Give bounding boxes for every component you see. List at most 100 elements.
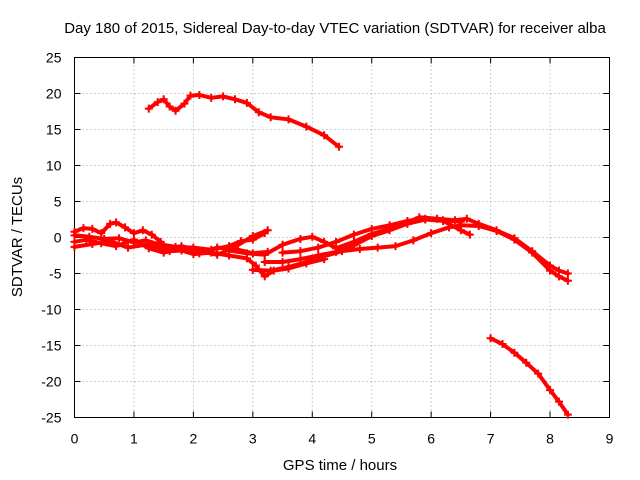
data-point	[278, 257, 287, 266]
data-point	[355, 245, 364, 254]
data-point	[260, 257, 269, 266]
series-layer	[70, 90, 572, 419]
series-arc-f	[248, 221, 572, 285]
data-point	[207, 245, 216, 254]
data-point	[546, 266, 555, 275]
data-point	[260, 250, 269, 259]
data-point	[403, 216, 412, 225]
data-point	[171, 242, 180, 251]
x-tick-labels: 0 1 2 3 4 5 6 7 8 9	[71, 431, 614, 447]
data-point	[129, 229, 138, 238]
data-point	[79, 224, 88, 233]
data-point	[225, 246, 234, 255]
data-point	[278, 248, 287, 257]
data-point	[124, 243, 132, 252]
data-point	[242, 98, 251, 107]
x-tick-label: 4	[308, 431, 316, 447]
data-point	[314, 243, 323, 252]
y-tick-label: -25	[41, 410, 61, 426]
data-point	[320, 131, 329, 140]
data-point	[266, 113, 275, 122]
x-tick-label: 2	[189, 431, 197, 447]
y-tick-labels: -25 -20 -15 -10 -5 0 5 10 15 20 25	[41, 50, 61, 426]
data-point	[129, 238, 138, 247]
data-point	[153, 239, 162, 248]
data-point	[554, 272, 563, 281]
data-point	[88, 224, 97, 233]
data-point	[165, 102, 174, 111]
data-point	[510, 235, 519, 244]
x-tick-label: 8	[546, 431, 554, 447]
data-point	[70, 242, 79, 251]
data-point	[367, 232, 376, 241]
data-point	[207, 93, 216, 102]
data-point	[534, 369, 543, 378]
data-point	[219, 92, 228, 101]
data-point	[195, 90, 204, 99]
data-point	[302, 122, 311, 131]
data-point	[296, 234, 305, 243]
data-point	[510, 348, 519, 357]
data-point	[421, 214, 430, 223]
data-point	[284, 263, 293, 272]
data-point	[141, 236, 150, 245]
data-point	[462, 214, 471, 223]
data-point	[474, 221, 483, 230]
data-point	[85, 232, 94, 241]
series-arc-d	[70, 229, 269, 254]
data-point	[100, 234, 109, 243]
data-point	[284, 115, 293, 124]
data-point	[236, 237, 245, 246]
series-arc-high	[144, 90, 344, 151]
data-point	[296, 247, 305, 256]
data-point	[138, 226, 147, 235]
data-point	[554, 397, 563, 406]
data-point	[409, 236, 418, 245]
data-point	[456, 226, 465, 235]
data-point	[248, 235, 257, 244]
data-point	[186, 91, 195, 100]
data-point	[112, 218, 121, 227]
data-point	[498, 340, 507, 349]
x-tick-label: 3	[249, 431, 257, 447]
series-line	[488, 336, 570, 417]
data-point	[335, 142, 344, 151]
y-tick-label: -15	[41, 338, 61, 354]
data-point	[391, 242, 400, 251]
data-point	[492, 227, 501, 236]
data-point	[332, 237, 341, 246]
y-axis-label: SDTVAR / TECUs	[9, 177, 26, 297]
data-point	[147, 230, 156, 239]
data-point	[332, 247, 341, 256]
data-point	[296, 255, 305, 264]
data-point	[165, 247, 174, 256]
data-point	[385, 221, 394, 230]
data-point	[231, 95, 239, 104]
data-point	[153, 98, 162, 107]
data-point	[266, 266, 275, 275]
data-point	[308, 232, 317, 241]
y-tick-label: 0	[54, 230, 62, 246]
data-point	[486, 334, 495, 343]
data-point	[528, 248, 537, 257]
x-axis-label: GPS time / hours	[283, 457, 397, 474]
data-point	[278, 240, 287, 249]
chart-title: Day 180 of 2015, Sidereal Day-to-day VTE…	[64, 20, 606, 37]
y-tick-label: 10	[46, 158, 62, 174]
data-point	[121, 223, 130, 232]
data-point	[465, 230, 474, 239]
series-arc-low	[486, 334, 572, 419]
data-point	[427, 229, 436, 238]
tick-layer	[74, 57, 610, 418]
x-tick-label: 0	[71, 431, 79, 447]
x-tick-label: 9	[606, 431, 614, 447]
x-tick-label: 7	[487, 431, 495, 447]
data-point	[97, 229, 106, 238]
x-tick-label: 1	[130, 431, 138, 447]
data-point	[88, 239, 97, 248]
data-point	[373, 243, 382, 252]
y-tick-label: -20	[41, 374, 61, 390]
x-tick-label: 5	[368, 431, 376, 447]
data-point	[546, 386, 555, 395]
data-point	[171, 106, 180, 115]
